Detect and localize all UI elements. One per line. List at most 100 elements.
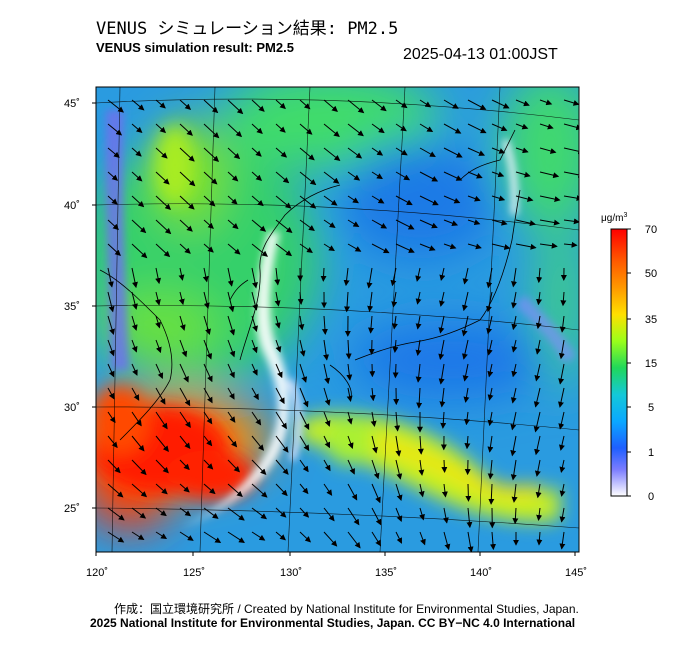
wind-arrow bbox=[179, 99, 192, 110]
wind-arrow bbox=[107, 267, 114, 288]
wind-arrow bbox=[275, 243, 292, 257]
longitude-axis: 120˚ 125˚ 130˚ 135˚ 140˚ 145˚ bbox=[86, 552, 587, 579]
wind-arrow bbox=[539, 99, 553, 106]
wind-arrow bbox=[299, 219, 315, 231]
wind-arrow bbox=[539, 123, 554, 130]
wind-arrow bbox=[539, 171, 560, 179]
wind-arrow bbox=[275, 147, 288, 158]
wind-arrow bbox=[323, 459, 331, 472]
wind-arrow bbox=[418, 483, 425, 498]
lat-tick-label: 45˚ bbox=[64, 98, 80, 110]
wind-arrow bbox=[559, 315, 566, 333]
wind-arrow bbox=[131, 99, 145, 111]
wind-arrow bbox=[251, 243, 268, 257]
wind-arrow bbox=[441, 459, 448, 473]
wind-arrow bbox=[419, 123, 434, 133]
wind-arrow bbox=[179, 171, 196, 187]
concentration-field bbox=[96, 87, 579, 552]
wind-arrow bbox=[533, 387, 541, 408]
wind-arrow bbox=[227, 387, 235, 400]
wind-arrow bbox=[299, 531, 312, 543]
wind-arrow bbox=[203, 291, 210, 309]
wind-arrow bbox=[461, 315, 469, 337]
wind-arrow bbox=[227, 195, 238, 205]
wind-arrow bbox=[107, 339, 115, 357]
wind-arrow bbox=[203, 387, 213, 404]
wind-arrow bbox=[107, 363, 115, 378]
wind-arrow bbox=[558, 363, 565, 385]
wind-arrow bbox=[419, 171, 439, 182]
wind-arrow bbox=[461, 339, 469, 360]
colorbar-tick-label: 1 bbox=[648, 447, 654, 459]
wind-arrow bbox=[347, 99, 365, 114]
wind-arrow bbox=[203, 363, 213, 383]
wind-arrow bbox=[131, 171, 143, 182]
wind-arrow bbox=[107, 315, 115, 336]
wind-arrow bbox=[203, 219, 214, 229]
wind-arrow bbox=[560, 291, 567, 307]
wind-arrow bbox=[155, 435, 169, 452]
wind-arrow bbox=[203, 147, 220, 162]
wind-arrow bbox=[251, 435, 265, 451]
wind-arrow bbox=[155, 99, 166, 109]
wind-arrow bbox=[131, 315, 138, 331]
wind-arrow bbox=[535, 339, 542, 355]
wind-arrow bbox=[563, 123, 579, 131]
wind-arrow bbox=[203, 123, 220, 139]
wind-arrow bbox=[371, 243, 390, 254]
wind-arrow bbox=[439, 387, 446, 408]
wind-arrow bbox=[563, 99, 579, 106]
wind-arrow bbox=[299, 363, 308, 383]
wind-arrow bbox=[415, 267, 422, 282]
credit-line: 作成：国立環境研究所 / Created by National Institu… bbox=[114, 602, 579, 616]
wind-arrow bbox=[395, 123, 407, 132]
wind-arrow bbox=[155, 459, 169, 474]
wind-arrow bbox=[491, 123, 508, 132]
colorbar: μg/m3 70 50 35 15 5 1 0 bbox=[601, 212, 657, 503]
lon-tick-label: 130˚ bbox=[280, 567, 302, 579]
wind-arrow bbox=[227, 147, 241, 160]
wind-arrow bbox=[391, 315, 398, 330]
wind-arrow bbox=[179, 531, 194, 541]
wind-arrow bbox=[227, 123, 243, 138]
wind-arrow bbox=[155, 483, 168, 495]
wind-arrow bbox=[491, 219, 508, 226]
wind-arrow bbox=[251, 483, 268, 498]
wind-arrow bbox=[490, 531, 496, 551]
wind-arrow bbox=[299, 411, 310, 430]
wind-arrow bbox=[227, 339, 236, 358]
lon-tick-label: 145˚ bbox=[565, 567, 587, 579]
wind-arrow bbox=[203, 459, 214, 470]
wind-arrow bbox=[443, 171, 463, 181]
wind-arrow bbox=[511, 315, 518, 331]
wind-arrow bbox=[275, 195, 292, 209]
wind-arrow bbox=[395, 459, 403, 480]
wind-arrow bbox=[419, 243, 436, 251]
wind-arrow bbox=[154, 291, 161, 306]
wind-arrow bbox=[539, 195, 561, 203]
lat-tick-label: 30˚ bbox=[64, 402, 80, 414]
wind-arrow bbox=[415, 315, 422, 330]
wind-arrow bbox=[275, 507, 287, 518]
lon-tick-label: 140˚ bbox=[470, 567, 492, 579]
wind-arrow bbox=[299, 459, 309, 473]
wind-arrow bbox=[419, 99, 432, 108]
wind-arrow bbox=[563, 218, 579, 225]
wind-arrow bbox=[415, 363, 422, 383]
wind-arrow bbox=[559, 459, 566, 473]
wind-arrow bbox=[251, 195, 264, 207]
wind-arrow bbox=[274, 267, 281, 286]
wind-arrow bbox=[251, 123, 263, 134]
wind-arrow bbox=[347, 531, 361, 549]
wind-arrow bbox=[419, 507, 425, 521]
wind-arrow bbox=[107, 411, 116, 424]
wind-arrow bbox=[415, 339, 422, 356]
wind-arrow bbox=[347, 243, 362, 252]
wind-arrow bbox=[155, 411, 168, 430]
wind-arrow bbox=[539, 219, 560, 226]
wind-arrow bbox=[539, 242, 558, 249]
wind-arrow bbox=[515, 219, 536, 227]
wind-arrow bbox=[395, 531, 402, 544]
wind-arrow bbox=[299, 339, 306, 357]
wind-arrow bbox=[107, 387, 115, 400]
